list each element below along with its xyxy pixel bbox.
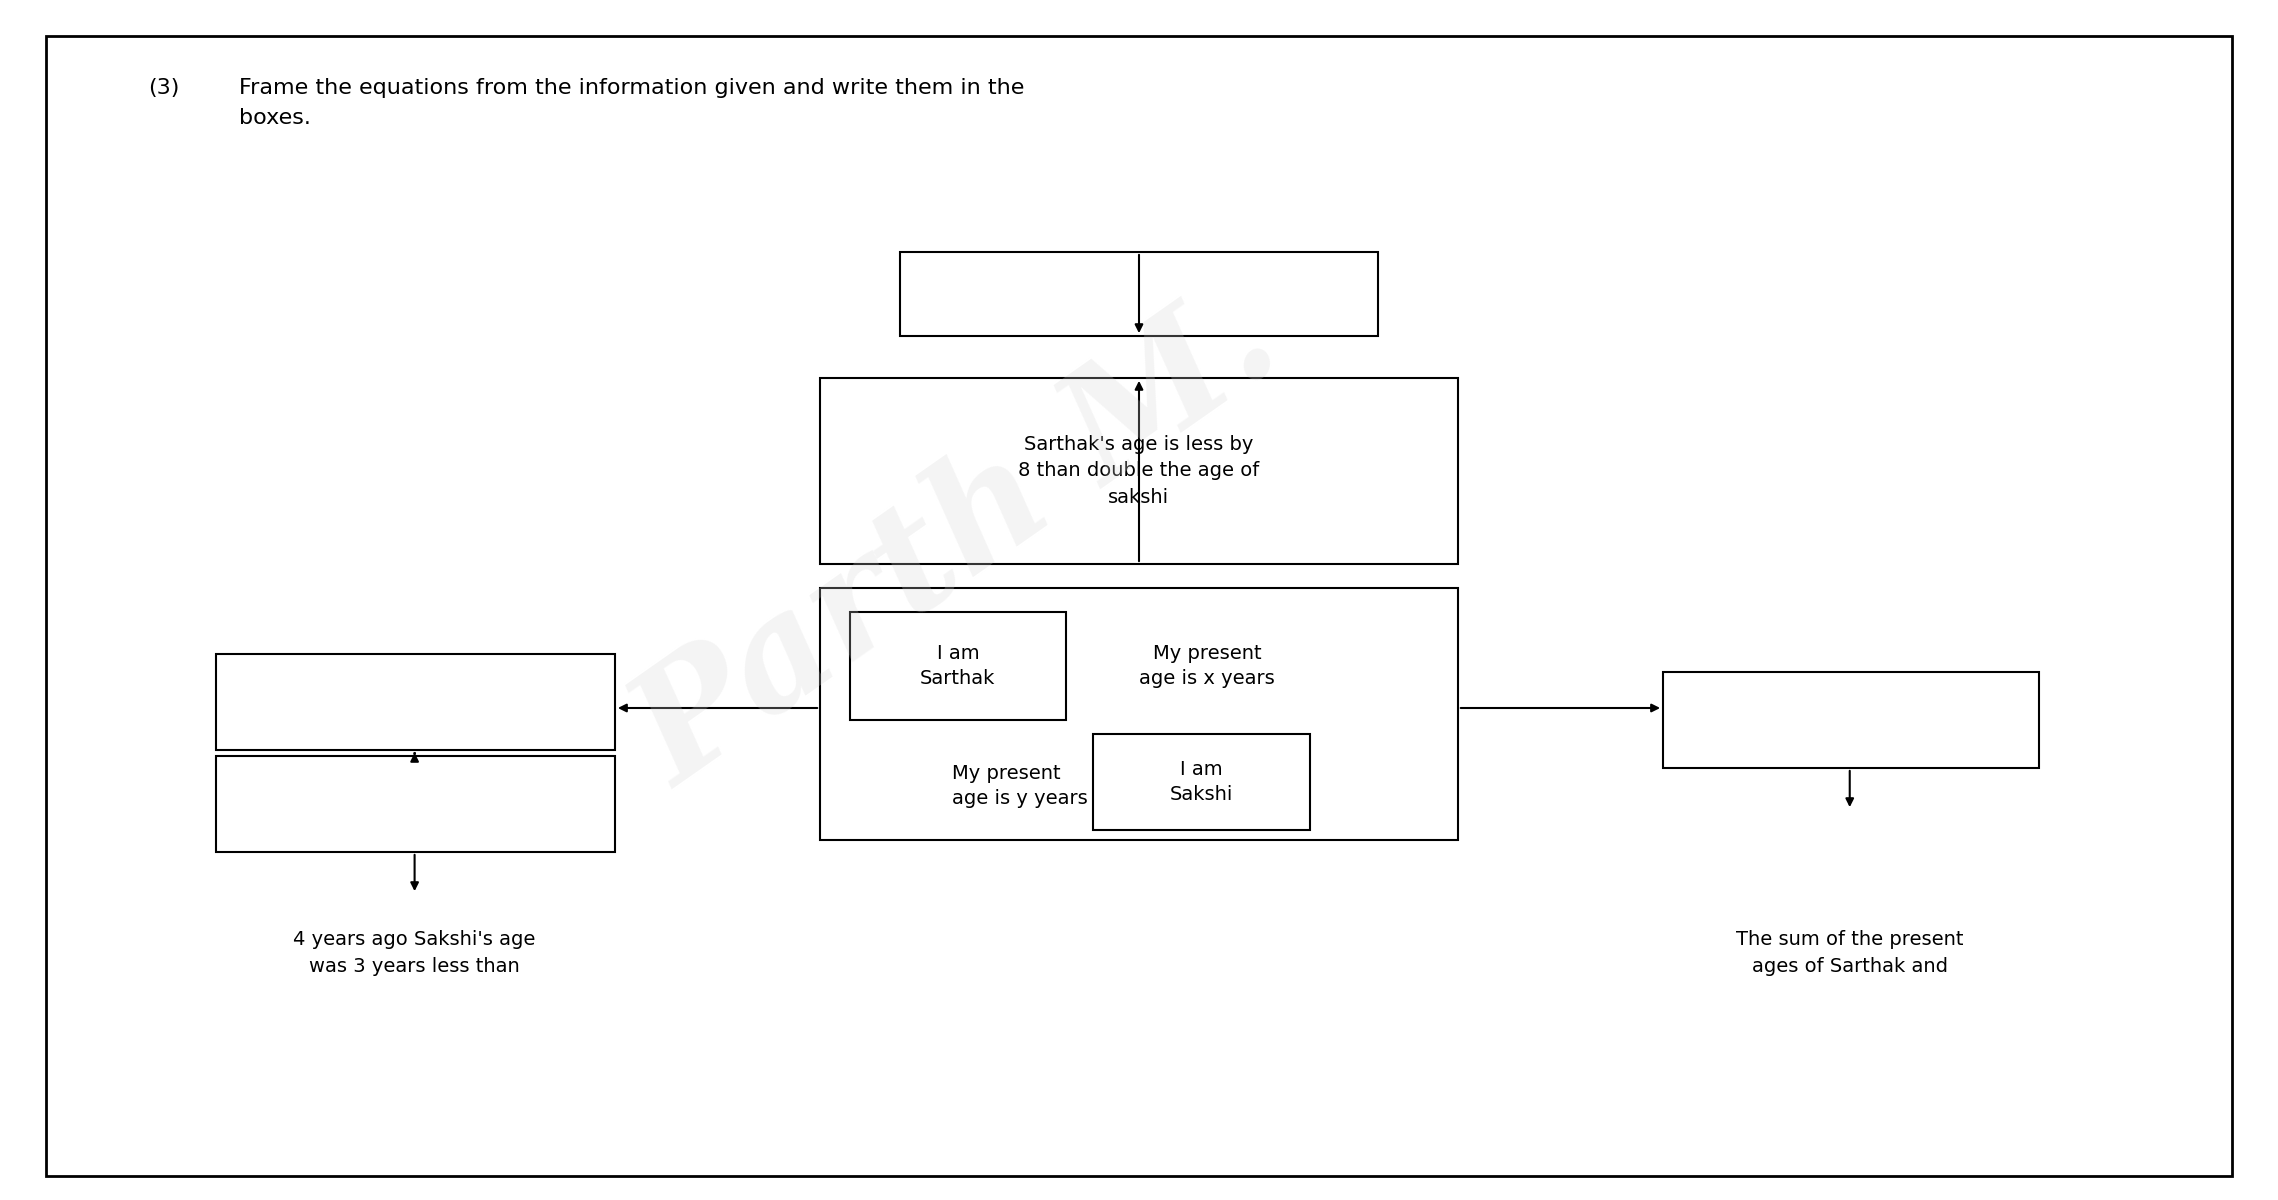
Text: 4 years ago Sakshi's age
was 3 years less than: 4 years ago Sakshi's age was 3 years les… bbox=[294, 930, 535, 976]
Text: Frame the equations from the information given and write them in the
boxes.: Frame the equations from the information… bbox=[239, 78, 1025, 127]
Text: (3): (3) bbox=[148, 78, 180, 98]
Text: I am
Sarthak: I am Sarthak bbox=[920, 644, 995, 688]
FancyBboxPatch shape bbox=[820, 588, 1458, 840]
Text: Sarthak's age is less by
8 than double the age of
sakshi: Sarthak's age is less by 8 than double t… bbox=[1018, 434, 1260, 506]
Text: My present
age is x years: My present age is x years bbox=[1139, 644, 1276, 688]
Text: My present
age is y years: My present age is y years bbox=[952, 764, 1089, 808]
FancyBboxPatch shape bbox=[46, 36, 2232, 1176]
FancyBboxPatch shape bbox=[1663, 672, 2039, 768]
FancyBboxPatch shape bbox=[216, 756, 615, 852]
Text: The sum of the present
ages of Sarthak and: The sum of the present ages of Sarthak a… bbox=[1736, 930, 1964, 976]
FancyBboxPatch shape bbox=[900, 252, 1378, 336]
FancyBboxPatch shape bbox=[850, 612, 1066, 720]
FancyBboxPatch shape bbox=[820, 378, 1458, 564]
Text: Parth M.: Parth M. bbox=[608, 265, 1305, 815]
FancyBboxPatch shape bbox=[216, 654, 615, 750]
Text: I am
Sakshi: I am Sakshi bbox=[1171, 761, 1232, 804]
FancyBboxPatch shape bbox=[1093, 734, 1310, 830]
